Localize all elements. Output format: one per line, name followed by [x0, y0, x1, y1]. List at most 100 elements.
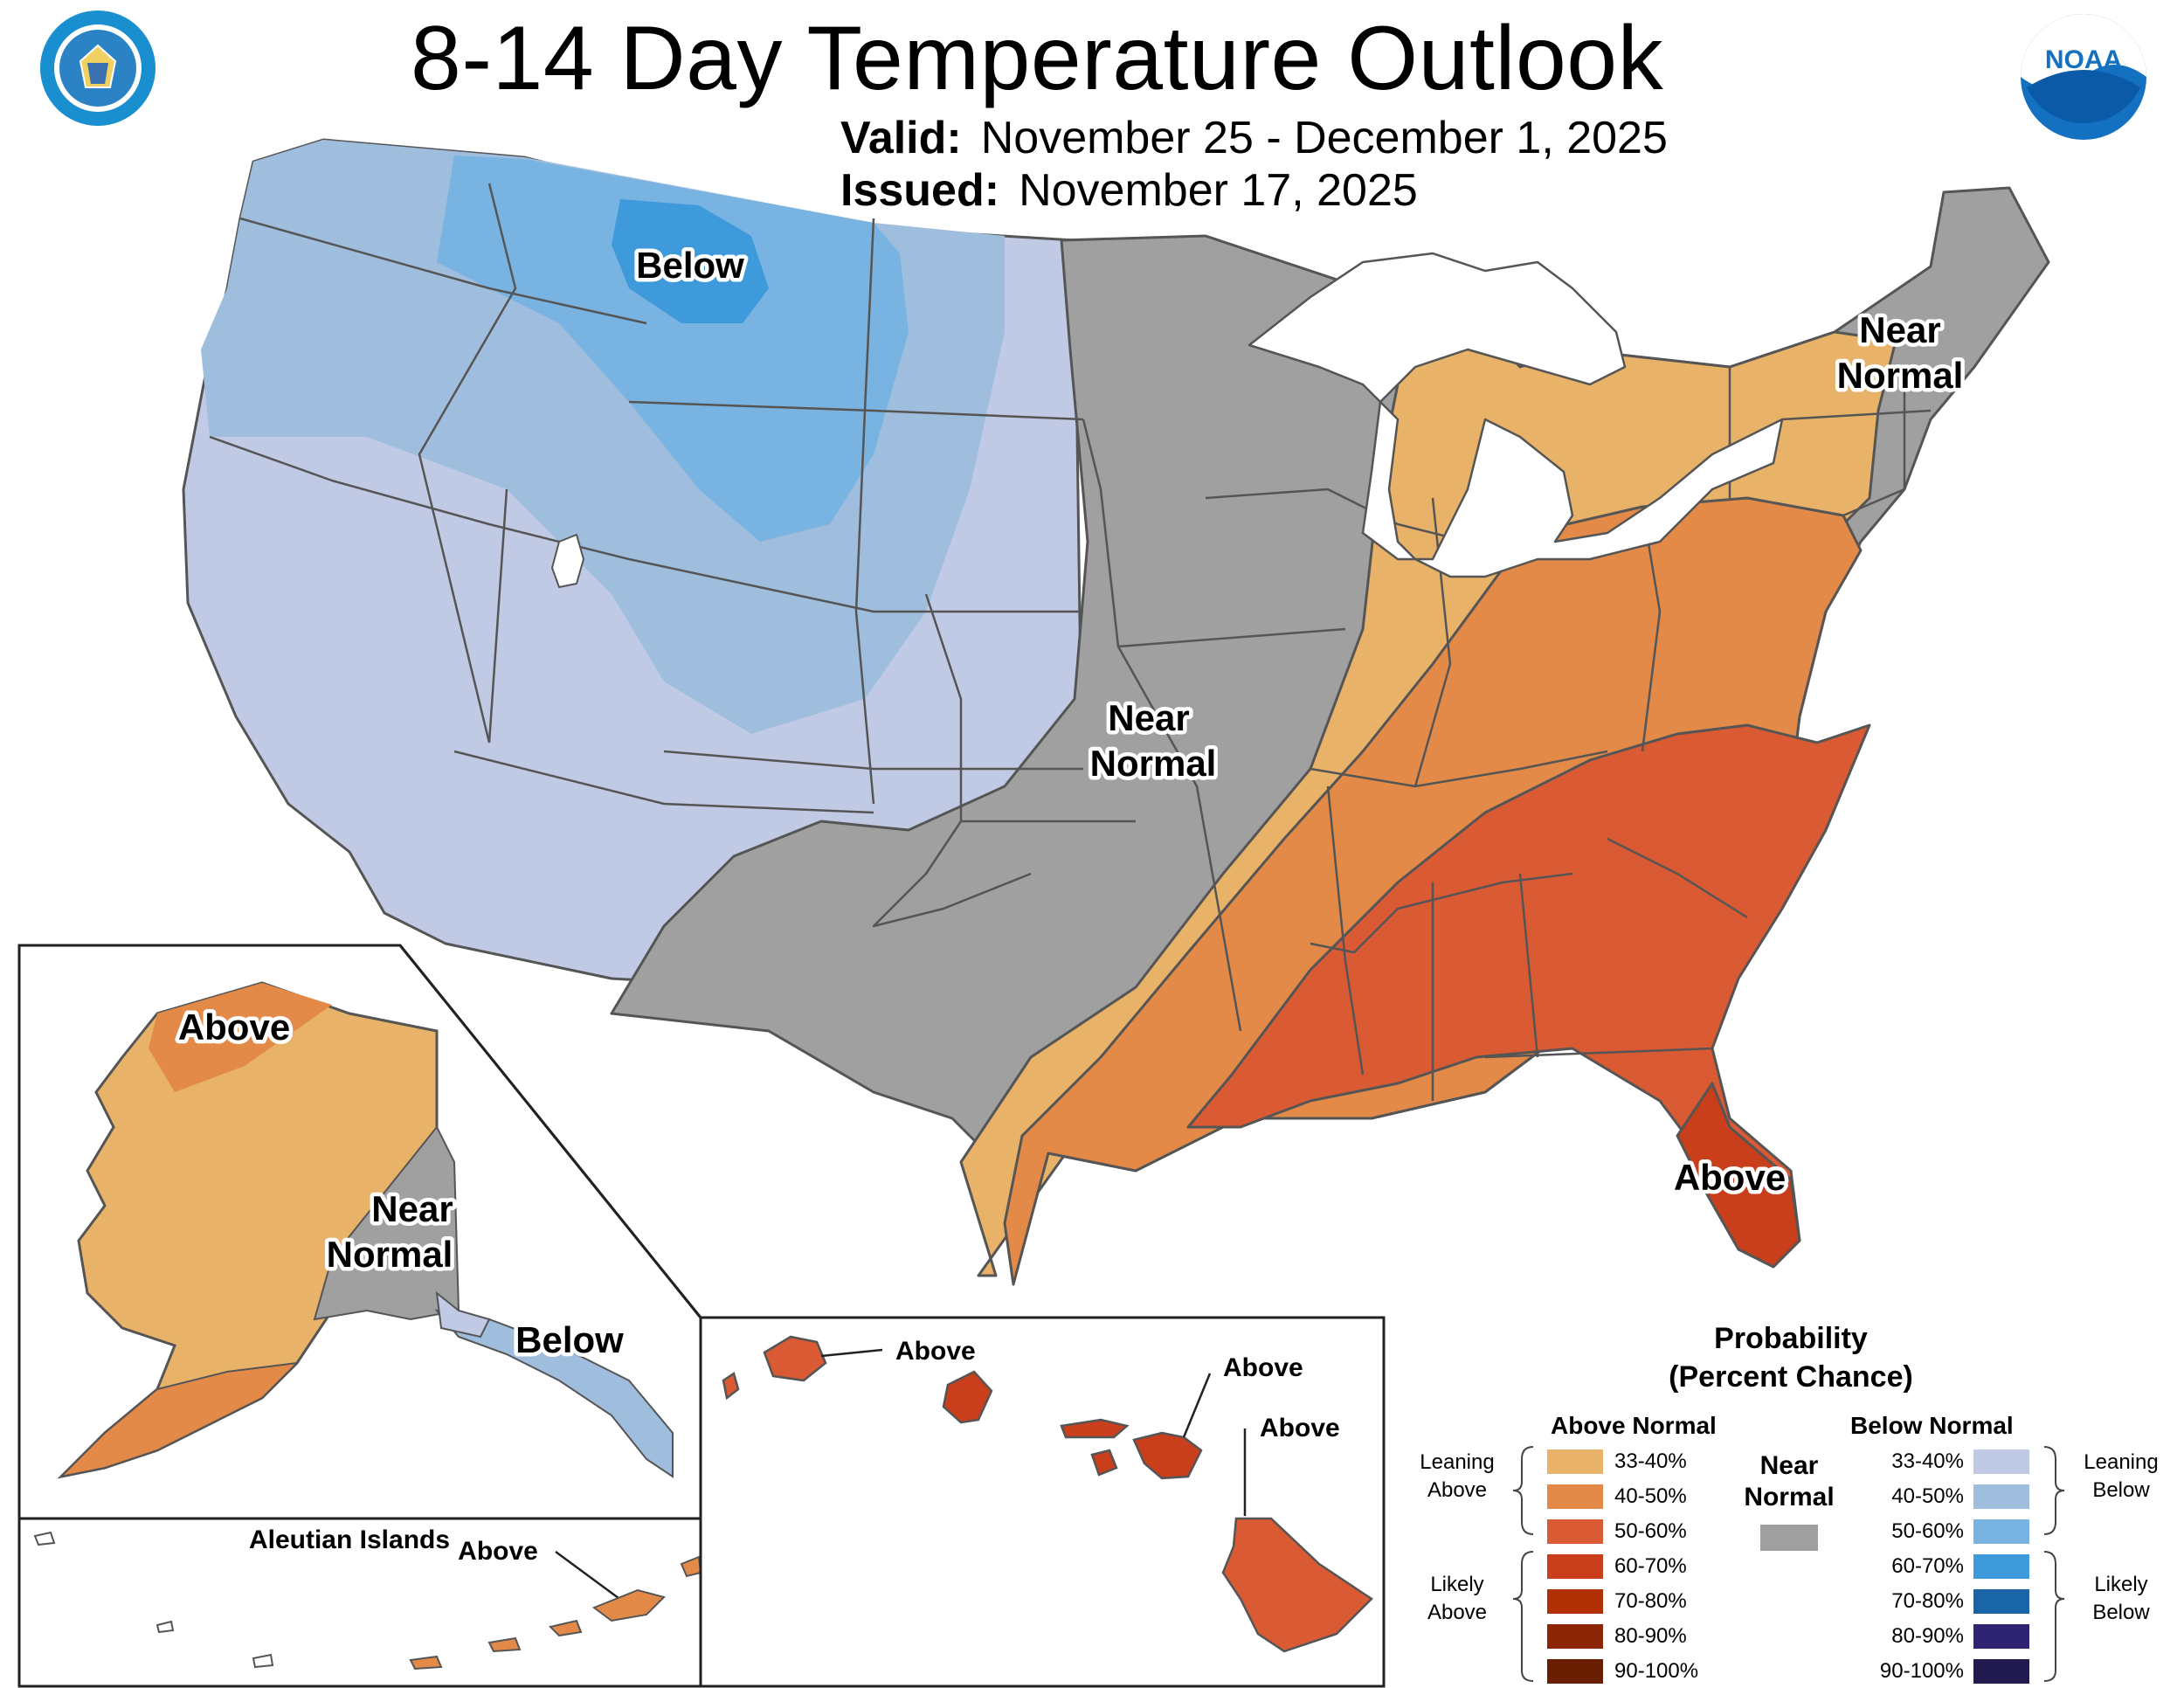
legend-above-header: Above Normal — [1551, 1412, 1717, 1439]
legend-below-range: 90-100% — [1879, 1659, 1964, 1683]
legend-above-row: 40-50% — [1546, 1482, 1687, 1512]
legend-above-swatch — [1546, 1588, 1604, 1615]
legend-below-range: 50-60% — [1891, 1519, 1964, 1543]
conus-below-label: Below — [636, 245, 744, 286]
legend-below-swatch — [1973, 1588, 2030, 1615]
legend-leaning-above: Leaning Above — [1405, 1449, 1510, 1505]
maui-above-label: Above — [1223, 1353, 1303, 1382]
legend-near-normal-label: Near Normal — [1734, 1450, 1844, 1513]
northeast-near-normal-label-2: Normal — [1837, 355, 1964, 396]
legend-above-swatch — [1546, 1553, 1604, 1580]
legend-below-header: Below Normal — [1850, 1412, 2014, 1439]
state-borders — [209, 183, 1932, 1101]
legend-above-range: 40-50% — [1614, 1484, 1687, 1508]
niihau-island — [722, 1372, 740, 1401]
legend-above-row: 33-40% — [1546, 1447, 1687, 1477]
legend-above-range: 50-60% — [1614, 1519, 1687, 1543]
aleutian-leader-line — [555, 1550, 623, 1602]
legend-likely-above: Likely Above — [1405, 1571, 1510, 1627]
molokai-island — [1060, 1418, 1130, 1439]
legend-below-range: 33-40% — [1891, 1449, 1964, 1473]
lanai-island — [1090, 1449, 1118, 1477]
leaning-below-line-1: Leaning — [2084, 1450, 2159, 1474]
legend-below-swatch — [1973, 1623, 2030, 1650]
valid-label: Valid: — [840, 113, 962, 163]
legend-near-normal-swatch — [1760, 1525, 1818, 1551]
legend-above-swatch — [1546, 1623, 1604, 1650]
legend-above-row: 90-100% — [1546, 1657, 1698, 1686]
alaska-leaning-below-region — [435, 1290, 491, 1339]
aleutian-inset: Aleutian Islands Above — [17, 1517, 702, 1688]
commerce-seal — [40, 10, 156, 126]
legend-title-line-1: Probability — [1714, 1322, 1868, 1355]
issued-line: Issued: November 17, 2025 — [840, 164, 1418, 217]
issued-date: November 17, 2025 — [1019, 165, 1418, 216]
conus-below-60-70-region — [612, 199, 769, 323]
legend-above-row: 80-90% — [1546, 1622, 1687, 1651]
maui-leader-line — [1182, 1373, 1212, 1438]
big-island-above-label: Above — [1260, 1414, 1340, 1442]
legend-below-row: 33-40% — [1871, 1447, 2030, 1477]
legend-above-range: 70-80% — [1614, 1589, 1687, 1613]
legend-above-swatch — [1546, 1519, 1604, 1545]
conus-near-normal-label: Near — [1108, 697, 1189, 738]
great-lakes — [1248, 252, 1784, 578]
northeast-near-normal-label: Near — [1859, 309, 1940, 350]
likely-above-line-2: Above — [1427, 1601, 1488, 1624]
aleutian-outer-islands — [33, 1531, 274, 1669]
noaa-logo: NOAA — [2021, 14, 2146, 140]
legend-below-row: 80-90% — [1871, 1622, 2030, 1651]
legend-above-range: 60-70% — [1614, 1554, 1687, 1578]
valid-line: Valid: November 25 - December 1, 2025 — [840, 112, 1668, 164]
alaska-near-normal-label: Near — [371, 1188, 453, 1229]
legend-brackets — [1512, 1446, 2065, 1682]
legend-below-range: 60-70% — [1891, 1554, 1964, 1578]
aleutian-islands — [409, 1555, 702, 1671]
legend-near-line-2: Normal — [1744, 1483, 1835, 1512]
legend-above-range: 33-40% — [1614, 1449, 1687, 1473]
legend-above-row: 50-60% — [1546, 1517, 1687, 1546]
legend-below-range: 40-50% — [1891, 1484, 1964, 1508]
hawaii-islands — [722, 1335, 1373, 1653]
great-salt-lake — [551, 534, 584, 588]
kauai-leader-line — [820, 1348, 883, 1358]
hawaii-inset: Above Above Above — [699, 1316, 1386, 1688]
legend-below-row: 40-50% — [1871, 1482, 2030, 1512]
noaa-logo-text: NOAA — [2045, 45, 2122, 74]
legend-title: Probability (Percent Chance) — [1607, 1319, 1974, 1396]
issued-label: Issued: — [840, 165, 1000, 216]
legend-below-swatch — [1973, 1449, 2030, 1475]
kauai-above-label: Above — [895, 1337, 976, 1366]
legend-below-swatch — [1973, 1553, 2030, 1580]
conus-map — [182, 138, 2050, 1286]
kauai-island — [763, 1335, 827, 1382]
legend-below-swatch — [1973, 1484, 2030, 1510]
legend-below-row: 90-100% — [1871, 1657, 2030, 1686]
legend-above-range: 80-90% — [1614, 1624, 1687, 1648]
likely-below-line-1: Likely — [2094, 1573, 2148, 1596]
legend-title-line-2: (Percent Chance) — [1669, 1360, 1913, 1394]
legend-above-swatch — [1546, 1484, 1604, 1510]
legend-above-range: 90-100% — [1614, 1659, 1699, 1683]
aleutian-above-label: Above — [458, 1537, 538, 1566]
legend-below-range: 70-80% — [1891, 1589, 1964, 1613]
alaska-above-label: Above — [178, 1007, 290, 1048]
legend-below-range: 80-90% — [1891, 1624, 1964, 1648]
leaning-below-line-2: Below — [2092, 1478, 2150, 1502]
leaning-above-line-1: Leaning — [1420, 1450, 1495, 1474]
hawaii-inset-border — [699, 1316, 1386, 1688]
leaning-above-line-2: Above — [1427, 1478, 1488, 1502]
conus-near-normal-label-2: Normal — [1090, 743, 1217, 784]
alaska-above-south-region — [58, 1361, 300, 1478]
valid-dates: November 25 - December 1, 2025 — [980, 113, 1668, 163]
oahu-island — [942, 1370, 993, 1424]
legend-below-row: 60-70% — [1871, 1552, 2030, 1581]
page-title: 8-14 Day Temperature Outlook — [411, 8, 1664, 109]
legend-above-swatch — [1546, 1449, 1604, 1475]
likely-below-line-2: Below — [2092, 1601, 2150, 1624]
legend-below-swatch — [1973, 1519, 2030, 1545]
legend-below-row: 50-60% — [1871, 1517, 2030, 1546]
aleutian-title: Aleutian Islands — [249, 1525, 450, 1554]
hawaii-big-island — [1221, 1517, 1373, 1653]
